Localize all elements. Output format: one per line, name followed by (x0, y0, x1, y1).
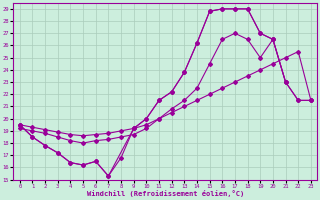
X-axis label: Windchill (Refroidissement éolien,°C): Windchill (Refroidissement éolien,°C) (87, 190, 244, 197)
